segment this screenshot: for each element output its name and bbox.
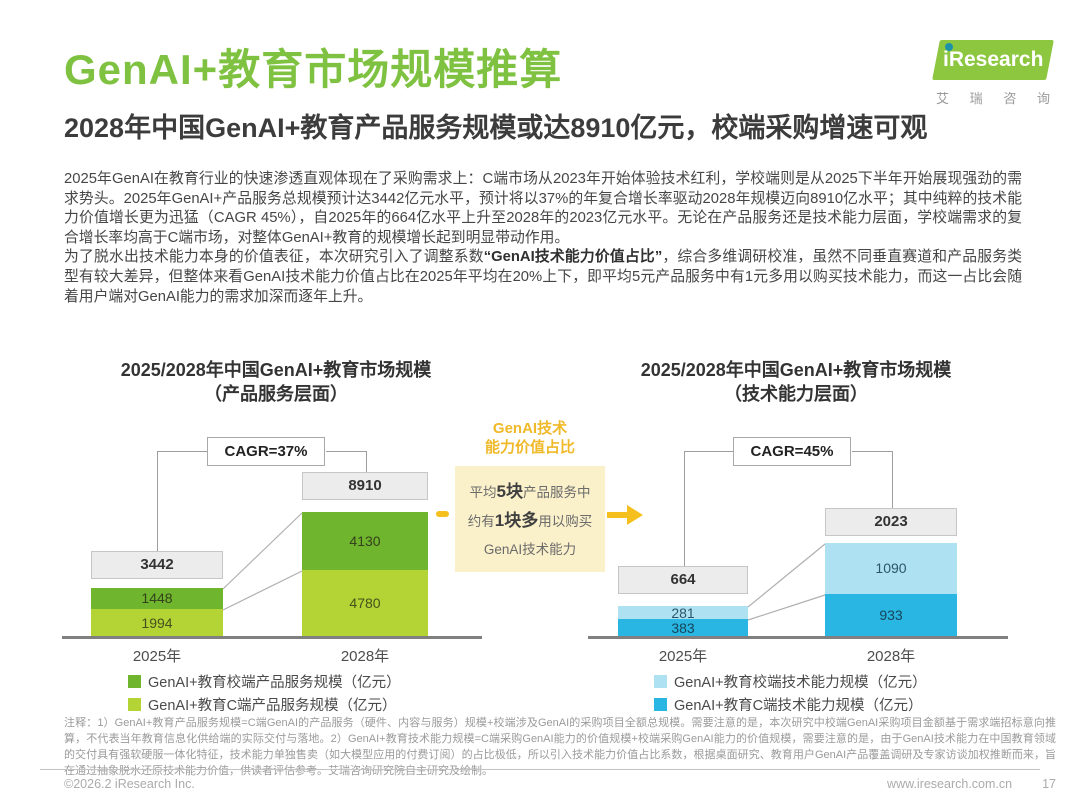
connector-line xyxy=(684,451,685,566)
bar-segment-school-2028-left: 4130 xyxy=(302,512,428,570)
page-footer: ©2026.2 iResearch Inc. www.iresearch.com… xyxy=(64,777,1056,791)
connector-line xyxy=(852,451,892,452)
footer-divider xyxy=(40,769,1040,770)
logo-chinese-name: 艾 瑞 咨 询 xyxy=(936,91,1050,106)
connector-line xyxy=(892,451,893,508)
paragraph-1: 2025年GenAI在教育行业的快速渗透直观体现在了采购需求上：C端市场从202… xyxy=(64,171,1022,246)
connector-line xyxy=(366,451,367,472)
legend-swatch-blue-dark xyxy=(654,698,667,711)
website-url: www.iresearch.com.cn xyxy=(887,777,1013,791)
middle-callout-box: 平均5块产品服务中 约有1块多用以购买 GenAI技术能力 xyxy=(455,466,605,572)
left-chart-legend: GenAI+教育校端产品服务规模（亿元） GenAI+教育C端产品服务规模（亿元… xyxy=(128,671,401,717)
legend-swatch-green-light xyxy=(128,698,141,711)
bar-segment-school-2025-right: 281 xyxy=(618,606,748,620)
left-x-axis xyxy=(62,636,482,639)
total-label-2025-left: 3442 xyxy=(91,551,223,579)
footnote: 注释：1）GenAI+教育产品服务规模=C端GenAI的产品服务（硬件、内容与服… xyxy=(64,717,1056,777)
legend-swatch-blue-light xyxy=(654,675,667,688)
left-x-tick-2028: 2028年 xyxy=(340,648,390,665)
connector-line xyxy=(684,451,733,452)
right-cagr-box: CAGR=45% xyxy=(733,437,851,466)
legend-swatch-green-dark xyxy=(128,675,141,688)
page-number: 17 xyxy=(1042,777,1056,791)
page-title: GenAI+教育市场规模推算 xyxy=(64,46,563,93)
left-cagr-box: CAGR=37% xyxy=(207,437,325,466)
right-x-axis xyxy=(588,636,1008,639)
total-label-2025-right: 664 xyxy=(618,566,748,594)
connector-line xyxy=(326,451,366,452)
bar-segment-consumer-2028-right: 933 xyxy=(825,594,957,637)
emphasis-term: “GenAI技术能力价值占比” xyxy=(483,249,663,266)
arrow-icon xyxy=(607,512,627,518)
legend-item: GenAI+教育C端技术能力规模（亿元） xyxy=(654,694,927,715)
total-label-2028-right: 2023 xyxy=(825,508,957,536)
logo-dot-icon xyxy=(945,43,953,51)
bar-segment-consumer-2028-left: 4780 xyxy=(302,570,428,637)
page-subtitle: 2028年中国GenAI+教育产品服务规模或达8910亿元，校端采购增速可观 xyxy=(64,113,928,143)
bar-segment-school-2025-left: 1448 xyxy=(91,588,223,609)
logo-text: iResearch xyxy=(942,48,1044,71)
paragraph-2: 为了脱水出技术能力本身的价值表征，本次研究引入了调整系数“GenAI技术能力价值… xyxy=(64,249,1022,305)
arrow-icon xyxy=(627,505,643,525)
copyright-text: ©2026.2 iResearch Inc. xyxy=(64,777,195,791)
right-chart-legend: GenAI+教育校端技术能力规模（亿元） GenAI+教育C端技术能力规模（亿元… xyxy=(654,671,927,717)
bar-segment-consumer-2025-left: 1994 xyxy=(91,609,223,637)
legend-item: GenAI+教育校端产品服务规模（亿元） xyxy=(128,671,401,692)
middle-callout-title: GenAI技术 能力价值占比 xyxy=(484,420,575,456)
legend-item: GenAI+教育C端产品服务规模（亿元） xyxy=(128,694,401,715)
left-chart-title: 2025/2028年中国GenAI+教育市场规模 （产品服务层面） xyxy=(120,360,432,404)
body-text: 2025年GenAI在教育行业的快速渗透直观体现在了采购需求上：C端市场从202… xyxy=(64,170,1022,307)
right-x-tick-2028: 2028年 xyxy=(866,648,916,665)
connector-line xyxy=(157,451,207,452)
bar-segment-school-2028-right: 1090 xyxy=(825,543,957,594)
connector-line xyxy=(157,451,158,551)
right-x-tick-2025: 2025年 xyxy=(658,648,708,665)
bar-segment-consumer-2025-right: 383 xyxy=(618,619,748,637)
total-label-2028-left: 8910 xyxy=(302,472,428,500)
dashed-connector xyxy=(436,511,449,517)
left-x-tick-2025: 2025年 xyxy=(132,648,182,665)
right-chart-title: 2025/2028年中国GenAI+教育市场规模 （技术能力层面） xyxy=(640,360,952,404)
legend-item: GenAI+教育校端技术能力规模（亿元） xyxy=(654,671,927,692)
